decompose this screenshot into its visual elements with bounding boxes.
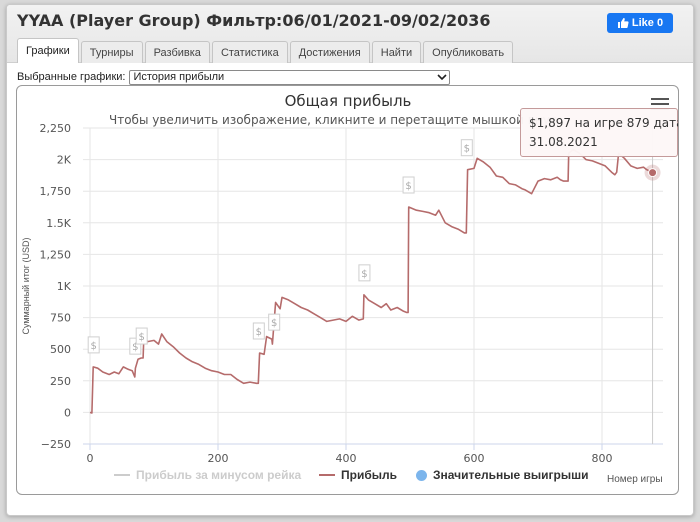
big-win-marker[interactable]: $ [87, 336, 100, 354]
title-bar: YYAA (Player Group) Фильтр:06/01/2021-09… [7, 5, 693, 63]
tooltip-line-1: $1,897 на игре 879 дата [529, 116, 679, 130]
tab-graphs[interactable]: Графики [17, 38, 79, 63]
y-tick-label: 0 [64, 406, 71, 419]
big-win-marker[interactable]: $ [460, 139, 473, 157]
svg-text:$: $ [361, 269, 367, 280]
chart-series [89, 128, 661, 444]
big-win-marker[interactable]: $ [252, 322, 265, 340]
chart-title: Общая прибыль [285, 92, 412, 110]
y-tick-label: −250 [41, 438, 71, 451]
y-tick-label: 750 [50, 312, 71, 325]
window-title: YYAA (Player Group) Фильтр:06/01/2021-09… [17, 11, 491, 30]
svg-text:$: $ [464, 144, 470, 155]
profit-chart[interactable]: −250 0 250 500 750 1K 1,250 1.5K 1,750 2K 2,250 0 20… [16, 85, 679, 495]
chart-grid [83, 127, 663, 445]
svg-text:$: $ [132, 342, 138, 353]
legend-label-rake: Прибыль за минусом рейка [136, 468, 302, 482]
y-tick-label: 250 [50, 375, 71, 388]
y-tick-label: 2K [57, 154, 72, 167]
big-win-marker[interactable]: $ [129, 337, 142, 355]
x-tick-label: 400 [336, 452, 357, 465]
chart-select-dropdown[interactable]: История прибыли [129, 69, 451, 85]
x-tick-label: 0 [87, 452, 94, 465]
svg-text:$: $ [91, 341, 97, 352]
x-tick-label: 600 [464, 452, 485, 465]
menu-icon [651, 98, 669, 100]
tab-publish[interactable]: Опубликовать [423, 41, 514, 63]
like-label: Like 0 [631, 17, 664, 29]
svg-text:$: $ [256, 327, 262, 338]
big-win-marker[interactable]: $ [358, 264, 371, 282]
chart-axes: −250 0 250 500 750 1K 1,250 1.5K 1,750 2K 2,250 0 20… [40, 122, 663, 465]
chart-markers: $ $$ $$$$$ [87, 139, 473, 355]
svg-text:$: $ [405, 181, 411, 192]
y-tick-label: 1,750 [40, 185, 72, 198]
x-tick-label: 800 [592, 452, 613, 465]
chart-select-value: История прибыли [133, 71, 225, 83]
y-tick-label: 1,250 [40, 248, 72, 261]
x-tick-label: 200 [208, 452, 229, 465]
big-win-marker[interactable]: $ [135, 327, 148, 345]
big-win-marker[interactable]: $ [402, 176, 415, 194]
legend-line-profit [319, 474, 335, 476]
chart-subtitle: Чтобы увеличить изображение, кликните и … [109, 113, 557, 127]
legend-item-big-wins[interactable]: Значительные выигрыши [416, 468, 589, 482]
y-tick-label: 500 [50, 343, 71, 356]
tab-statistics[interactable]: Статистика [211, 41, 288, 63]
tab-search[interactable]: Найти [371, 41, 422, 63]
chart-selector: Выбранные графики: История прибыли [17, 69, 451, 85]
tab-tournaments[interactable]: Турниры [80, 41, 143, 63]
chart-canvas[interactable]: −250 0 250 500 750 1K 1,250 1.5K 1,750 2K 2,250 0 20… [16, 85, 679, 495]
legend-dot-big-wins [416, 469, 427, 481]
big-win-marker[interactable]: $ [268, 313, 281, 331]
tooltip-line-2: 31.08.2021 [529, 135, 598, 149]
report-window: YYAA (Player Group) Фильтр:06/01/2021-09… [6, 4, 694, 516]
series-line-profit [89, 148, 653, 414]
legend-label-big-wins: Значительные выигрыши [433, 468, 589, 482]
y-tick-label: 1.5K [46, 217, 71, 230]
legend-line-rake [114, 474, 130, 476]
hover-point [648, 168, 658, 178]
facebook-like-button[interactable]: Like 0 [607, 13, 673, 33]
tab-achievements[interactable]: Достижения [289, 41, 370, 63]
legend-item-rake[interactable]: Прибыль за минусом рейка [114, 468, 301, 482]
tab-bar: Графики Турниры Разбивка Статистика Дост… [17, 38, 514, 63]
y-axis-title: Суммарный итог (USD) [21, 237, 31, 334]
x-axis-title: Номер игры [607, 474, 663, 485]
chart-tooltip: $1,897 на игре 879 дата 31.08.2021 [520, 108, 678, 157]
legend-item-profit[interactable]: Прибыль [319, 468, 397, 482]
chart-selector-label: Выбранные графики: [17, 71, 126, 83]
legend-label-profit: Прибыль [341, 468, 397, 482]
thumbs-up-icon [617, 18, 629, 28]
tab-breakdown[interactable]: Разбивка [144, 41, 210, 63]
svg-text:$: $ [271, 318, 277, 329]
y-tick-label: 2,250 [40, 122, 72, 135]
chevron-down-icon [435, 71, 449, 84]
svg-text:$: $ [139, 332, 145, 343]
chart-legend: Прибыль за минусом рейка Прибыль Значите… [17, 468, 678, 488]
y-tick-label: 1K [57, 280, 72, 293]
